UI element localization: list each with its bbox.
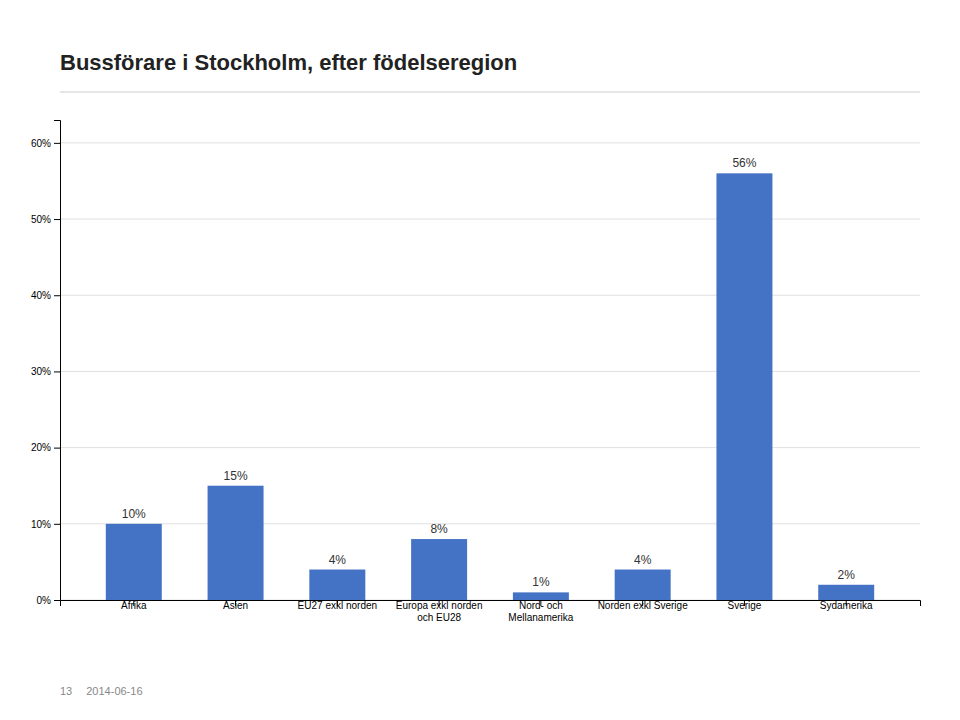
plot: 10% 15% 4% 8% 1% 4% 56% 2% 0% 10% 20% 30% 40% 50% 60% A… [31,121,921,624]
x-axis-line [61,601,921,607]
data-labels: 10% 15% 4% 8% 1% 4% 56% 2% [122,156,855,589]
y-tick: 40% [31,290,60,301]
x-tick: Sydamerika [820,600,873,611]
y-tick: 30% [31,366,60,377]
data-label: 10% [122,507,146,521]
data-label: 2% [838,568,856,582]
y-tick-label: 30% [31,366,51,377]
x-tick: Europa exkl nordenoch EU28 [396,600,483,623]
x-tick-label: Norden exkl Sverige [598,600,688,611]
grid-line [60,142,920,143]
x-tick-label: Sverige [727,600,761,611]
x-tick-label: Europa exkl nordenoch EU28 [396,600,483,623]
bar [411,539,467,600]
x-tick-label-line: EU27 exkl norden [298,600,378,611]
y-tick-label: 20% [31,442,51,453]
grid-line [60,295,920,296]
grid-line [60,371,920,372]
data-label: 1% [532,575,550,589]
x-tick-label-line: Mellanamerika [508,612,573,623]
y-tick: 50% [31,214,60,225]
bar [716,173,772,600]
footer: 13 2014-06-16 [60,685,143,697]
y-tick: 60% [31,138,60,149]
y-tick-label: 40% [31,290,51,301]
x-tick: Nord- ochMellanamerika [508,600,573,623]
x-tick-label-line: Sydamerika [820,600,873,611]
bar [106,524,162,600]
data-label: 8% [430,522,448,536]
y-tick-mark [54,371,60,372]
x-tick-label-line: Europa exkl norden [396,600,483,611]
x-tick-label-line: Nord- och [519,600,563,611]
data-label: 4% [634,553,652,567]
y-tick-mark [54,524,60,525]
data-label: 4% [329,553,347,567]
x-tick-label: Nord- ochMellanamerika [508,600,573,623]
y-tick-label: 10% [31,519,51,530]
title: Bussförare i Stockholm, efter födelsereg… [60,50,517,75]
grid-line [60,219,920,220]
footer-text: 2014-06-16 [86,685,142,697]
chart: Bussförare i Stockholm, efter födelsereg… [0,0,960,720]
bar [818,585,874,600]
y-tick-mark [54,600,60,601]
y-tick-label: 50% [31,214,51,225]
x-tick-label: EU27 exkl norden [298,600,378,611]
y-axis: 0% 10% 20% 30% 40% 50% 60% [31,121,61,606]
separator [60,92,920,93]
x-tick-label: Afrika [121,600,147,611]
y-tick-label: 60% [31,138,51,149]
y-tick: 0% [37,595,60,606]
bar [615,570,671,600]
x-tick: Asien [223,600,248,611]
data-label: 15% [224,469,248,483]
x-tick: EU27 exkl norden [298,600,378,611]
x-tick-label-line: Sverige [727,600,761,611]
y-tick-label: 0% [37,595,52,606]
x-tick-label: Asien [223,600,248,611]
x-tick-label-line: och EU28 [417,612,461,623]
x-tick: Norden exkl Sverige [598,600,688,611]
y-tick: 20% [31,442,60,453]
bar [309,570,365,600]
bars [106,173,874,600]
x-tick: Afrika [121,600,147,611]
x-axis: Afrika Asien EU27 exkl norden Europa exkl n… [61,600,921,623]
y-tick: 10% [31,519,60,530]
data-label: 56% [732,156,756,170]
footer-text: 13 [60,685,72,697]
x-tick: Sverige [727,600,761,611]
x-tick-label-line: Asien [223,600,248,611]
bar [208,486,264,600]
y-axis-line [54,121,61,601]
y-tick-mark [54,219,60,220]
x-tick-label-line: Afrika [121,600,147,611]
bar [513,592,569,600]
y-tick-mark [54,448,60,449]
y-tick-mark [54,295,60,296]
x-tick-label: Sydamerika [820,600,873,611]
grid-line [60,523,920,524]
grid-line [60,447,920,448]
grid [60,143,920,600]
y-tick-mark [54,143,60,144]
x-tick-label-line: Norden exkl Sverige [598,600,688,611]
